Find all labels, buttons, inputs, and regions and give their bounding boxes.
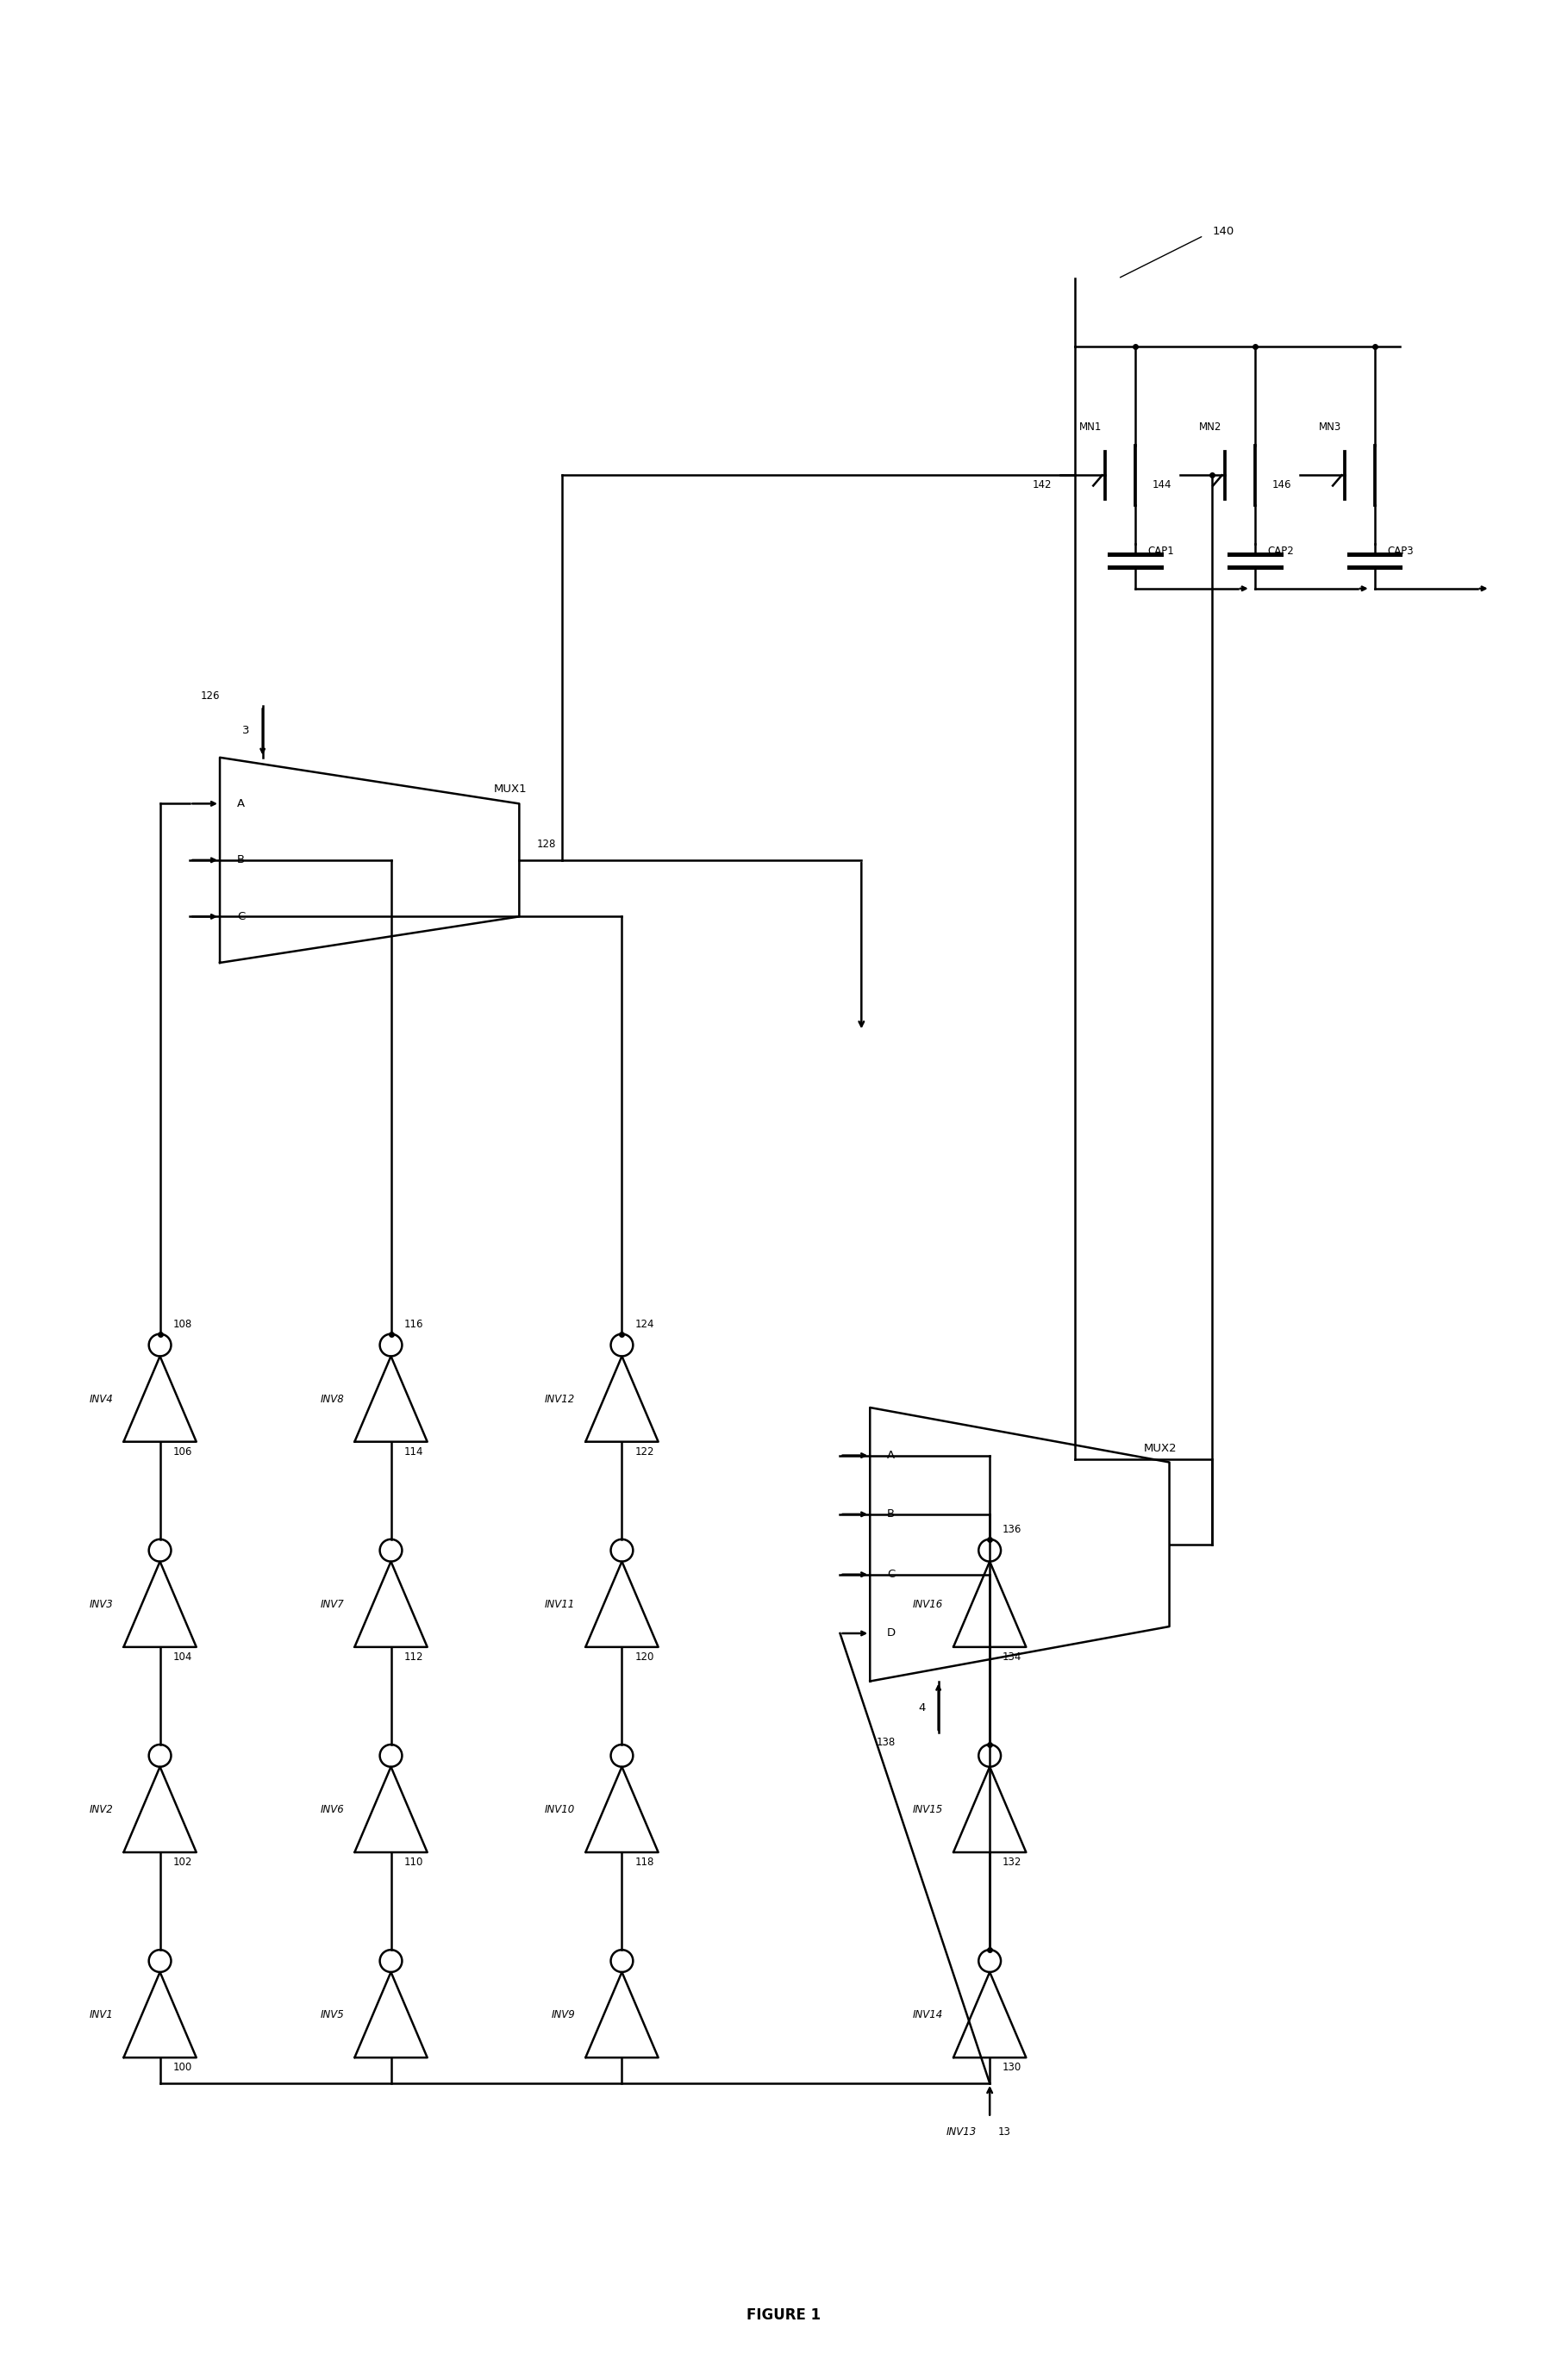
Text: 106: 106 (172, 1446, 193, 1457)
Text: MN2: MN2 (1198, 421, 1221, 433)
Text: 140: 140 (1212, 225, 1234, 237)
Text: MUX2: MUX2 (1143, 1443, 1178, 1453)
Text: INV10: INV10 (546, 1803, 575, 1815)
Text: 114: 114 (405, 1446, 423, 1457)
Text: INV14: INV14 (913, 2009, 942, 2021)
Text: INV4: INV4 (89, 1394, 113, 1405)
Text: 13: 13 (999, 2127, 1011, 2136)
Text: INV5: INV5 (320, 2009, 345, 2021)
Text: 136: 136 (1002, 1524, 1022, 1536)
Text: 122: 122 (635, 1446, 654, 1457)
Text: INV9: INV9 (552, 2009, 575, 2021)
Text: 118: 118 (635, 1857, 654, 1867)
Text: FIGURE 1: FIGURE 1 (746, 2307, 822, 2323)
Text: 142: 142 (1032, 480, 1052, 490)
Text: 128: 128 (536, 838, 555, 849)
Text: 110: 110 (405, 1857, 423, 1867)
Text: 134: 134 (1002, 1651, 1022, 1663)
Text: INV2: INV2 (89, 1803, 113, 1815)
Text: 102: 102 (172, 1857, 193, 1867)
Text: CAP2: CAP2 (1269, 544, 1294, 556)
Text: A: A (237, 797, 245, 809)
Text: 146: 146 (1272, 480, 1292, 490)
Text: 120: 120 (635, 1651, 654, 1663)
Text: 4: 4 (919, 1704, 925, 1713)
Text: C: C (887, 1569, 895, 1580)
Text: MN3: MN3 (1319, 421, 1341, 433)
Text: 124: 124 (635, 1318, 654, 1330)
Text: 100: 100 (172, 2061, 191, 2073)
Text: 112: 112 (405, 1651, 423, 1663)
Text: 138: 138 (877, 1737, 895, 1748)
Text: 126: 126 (201, 691, 220, 703)
Text: B: B (887, 1510, 895, 1519)
Text: INV16: INV16 (913, 1599, 942, 1609)
Text: INV3: INV3 (89, 1599, 113, 1609)
Text: MUX1: MUX1 (494, 783, 527, 795)
Text: C: C (237, 911, 245, 923)
Text: 104: 104 (172, 1651, 193, 1663)
Text: B: B (237, 854, 245, 866)
Text: CAP1: CAP1 (1148, 544, 1174, 556)
Text: D: D (887, 1628, 895, 1640)
Text: 108: 108 (172, 1318, 191, 1330)
Text: 144: 144 (1152, 480, 1171, 490)
Text: INV13: INV13 (947, 2127, 977, 2136)
Text: INV8: INV8 (320, 1394, 345, 1405)
Text: A: A (887, 1450, 895, 1462)
Text: 116: 116 (405, 1318, 423, 1330)
Text: 130: 130 (1002, 2061, 1022, 2073)
Text: INV1: INV1 (89, 2009, 113, 2021)
Text: CAP3: CAP3 (1388, 544, 1414, 556)
Text: MN1: MN1 (1079, 421, 1102, 433)
Text: INV7: INV7 (320, 1599, 345, 1609)
Text: 132: 132 (1002, 1857, 1022, 1867)
Text: 3: 3 (243, 724, 249, 736)
Text: INV12: INV12 (546, 1394, 575, 1405)
Text: INV15: INV15 (913, 1803, 942, 1815)
Text: INV11: INV11 (546, 1599, 575, 1609)
Text: INV6: INV6 (320, 1803, 345, 1815)
